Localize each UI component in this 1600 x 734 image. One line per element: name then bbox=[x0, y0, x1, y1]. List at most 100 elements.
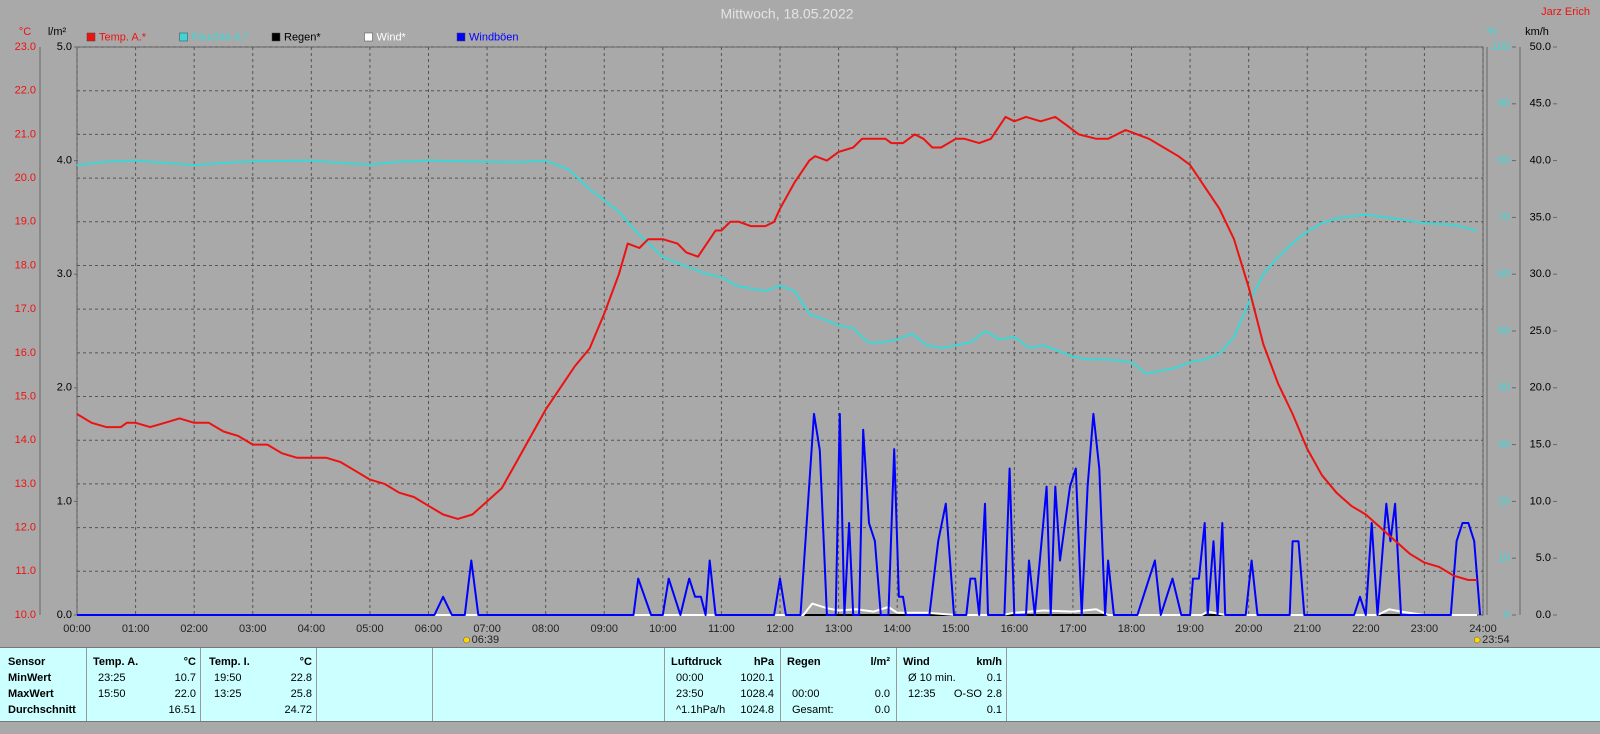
y-tick-label: 20.0 bbox=[1530, 382, 1551, 394]
table-cell: MaxWert bbox=[8, 688, 54, 700]
table-cell: 0.0 bbox=[874, 704, 890, 716]
series-line bbox=[76, 115, 1478, 581]
y-tick-label: 80 bbox=[1498, 155, 1510, 167]
table-cell: 13:25 bbox=[214, 688, 242, 700]
table-cell: 22.8 bbox=[290, 672, 312, 684]
annotation: 23:54 bbox=[1482, 634, 1510, 646]
y-tick-label: 10.0 bbox=[15, 609, 36, 621]
y-tick-label: 15.0 bbox=[15, 390, 36, 402]
table-cell: 0.1 bbox=[986, 704, 1002, 716]
series-line bbox=[77, 412, 1482, 616]
table-cell: 2.8 bbox=[986, 688, 1002, 700]
table-cell: 00:00 bbox=[792, 688, 820, 700]
y-tick-label: 0.0 bbox=[57, 609, 72, 621]
unit-rain: l/m² bbox=[48, 26, 67, 38]
legend-label: Windböen bbox=[469, 31, 519, 43]
table-cell: 00:00 bbox=[676, 672, 704, 684]
divider bbox=[200, 648, 201, 721]
x-tick-label: 07:00 bbox=[473, 623, 501, 635]
y-tick-label: 22.0 bbox=[15, 85, 36, 97]
table-cell: Durchschnitt bbox=[8, 704, 76, 716]
table-cell: 1024.8 bbox=[740, 704, 774, 716]
table-cell: MinWert bbox=[8, 672, 52, 684]
x-tick-label: 01:00 bbox=[122, 623, 150, 635]
divider bbox=[664, 648, 665, 721]
table-cell: Temp. A. bbox=[93, 656, 139, 668]
legend-swatch bbox=[456, 32, 466, 42]
y-tick-label: 16.0 bbox=[15, 347, 36, 359]
sun-marker bbox=[463, 636, 470, 644]
sun-marker bbox=[1473, 636, 1481, 644]
y-tick-label: 12.0 bbox=[15, 522, 36, 534]
y-tick-label: 5.0 bbox=[57, 41, 72, 53]
y-tick-label: 20 bbox=[1498, 495, 1510, 507]
x-tick-label: 04:00 bbox=[298, 623, 326, 635]
x-tick-label: 14:00 bbox=[883, 623, 911, 635]
table-cell: 1020.1 bbox=[740, 672, 774, 684]
y-tick-label: 10 bbox=[1498, 552, 1510, 564]
table-cell: °C bbox=[183, 656, 196, 668]
y-tick-label: 13.0 bbox=[15, 478, 36, 490]
unit-wind: km/h bbox=[1525, 26, 1549, 38]
legend-label: Regen* bbox=[284, 31, 321, 43]
table-cell: 12:35 bbox=[908, 688, 936, 700]
table-cell: l/m² bbox=[870, 656, 890, 668]
y-tick-label: 30.0 bbox=[1530, 268, 1551, 280]
table-cell: Wind bbox=[903, 656, 930, 668]
x-tick-label: 05:00 bbox=[356, 623, 384, 635]
table-cell: 24.72 bbox=[284, 704, 312, 716]
table-cell: 0.1 bbox=[986, 672, 1002, 684]
y-tick-label: 2.0 bbox=[57, 382, 72, 394]
y-tick-label: 25.0 bbox=[1530, 325, 1551, 337]
series-line bbox=[77, 602, 1478, 616]
x-tick-label: 03:00 bbox=[239, 623, 267, 635]
x-tick-label: 00:00 bbox=[63, 623, 91, 635]
table-cell: O-SO bbox=[953, 688, 982, 700]
y-tick-label: 21.0 bbox=[15, 128, 36, 140]
legend-swatch bbox=[86, 32, 96, 42]
legend-swatch bbox=[179, 32, 188, 42]
table-cell: 19:50 bbox=[214, 672, 242, 684]
x-tick-label: 02:00 bbox=[180, 623, 208, 635]
legend-label: Temp. A.* bbox=[99, 31, 147, 43]
legend-label: Wind* bbox=[377, 31, 407, 43]
x-tick-label: 16:00 bbox=[1001, 623, 1029, 635]
y-tick-label: 18.0 bbox=[15, 259, 36, 271]
y-tick-label: 15.0 bbox=[1530, 439, 1551, 451]
x-tick-label: 18:00 bbox=[1118, 623, 1146, 635]
x-tick-label: 20:00 bbox=[1235, 623, 1263, 635]
table-cell: 16.51 bbox=[168, 704, 196, 716]
x-tick-label: 13:00 bbox=[825, 623, 853, 635]
y-tick-label: 50 bbox=[1498, 325, 1510, 337]
table-cell: 15:50 bbox=[98, 688, 126, 700]
y-tick-label: 0.0 bbox=[1536, 609, 1551, 621]
chart-title: Mittwoch, 18.05.2022 bbox=[720, 6, 853, 22]
x-tick-label: 19:00 bbox=[1176, 623, 1204, 635]
series-line bbox=[76, 159, 1478, 375]
y-tick-label: 40.0 bbox=[1530, 155, 1551, 167]
table-cell: 22.0 bbox=[174, 688, 196, 700]
table-cell: Sensor bbox=[8, 656, 46, 668]
table-cell: 23:25 bbox=[98, 672, 126, 684]
table-cell: ^1.1hPa/h bbox=[676, 704, 726, 716]
y-tick-label: 5.0 bbox=[1536, 552, 1551, 564]
y-tick-label: 20.0 bbox=[15, 172, 36, 184]
x-tick-label: 24:00 bbox=[1469, 623, 1497, 635]
table-cell: Gesamt: bbox=[792, 704, 834, 716]
y-tick-label: 1.0 bbox=[57, 495, 72, 507]
y-tick-label: 10.0 bbox=[1530, 495, 1551, 507]
y-tick-label: 90 bbox=[1498, 98, 1510, 110]
y-tick-label: 60 bbox=[1498, 268, 1510, 280]
y-tick-label: 19.0 bbox=[15, 216, 36, 228]
divider bbox=[86, 648, 87, 721]
table-cell: 25.8 bbox=[290, 688, 312, 700]
table-cell: 10.7 bbox=[174, 672, 196, 684]
y-tick-label: 70 bbox=[1498, 211, 1510, 223]
table-cell: Ø 10 min. bbox=[908, 672, 956, 684]
legend-label: Feuchte A.* bbox=[192, 31, 250, 43]
divider bbox=[896, 648, 897, 721]
author: Jarz Erich bbox=[1541, 6, 1590, 18]
unit-temp: °C bbox=[19, 26, 31, 38]
y-tick-label: 40 bbox=[1498, 382, 1510, 394]
y-tick-label: 23.0 bbox=[15, 41, 36, 53]
